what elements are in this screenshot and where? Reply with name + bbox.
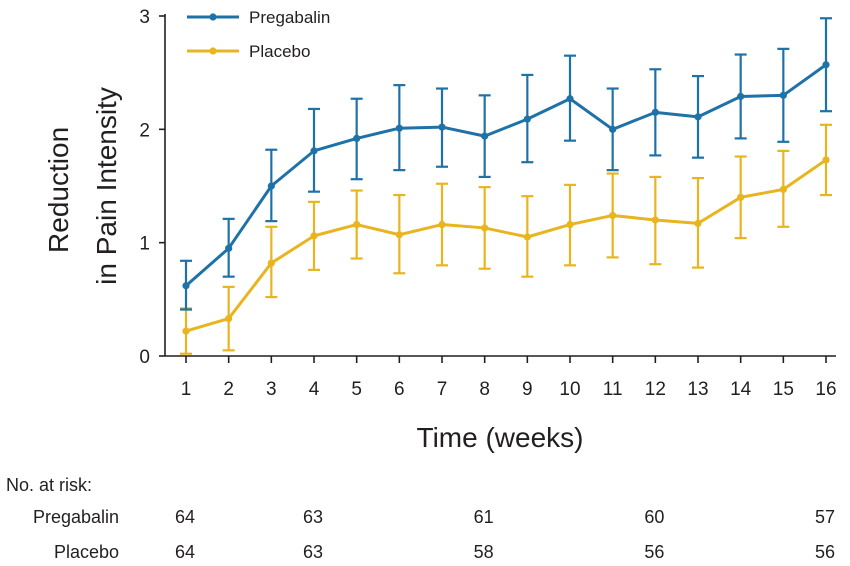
x-tick-label: 12 bbox=[645, 379, 666, 400]
data-point bbox=[779, 185, 787, 193]
data-point bbox=[395, 231, 403, 239]
y-ticks: 0 1 2 3 bbox=[139, 7, 165, 368]
at-risk-count: 64 bbox=[175, 507, 196, 527]
x-tick-label: 16 bbox=[815, 379, 836, 400]
x-tick-label: 7 bbox=[437, 379, 448, 400]
at-risk-row-label: Pregabalin bbox=[32, 507, 119, 527]
series-pregabalin bbox=[180, 17, 832, 311]
x-tick-label: 10 bbox=[559, 379, 580, 400]
legend: Pregabalin Placebo bbox=[187, 8, 330, 61]
series-line bbox=[185, 158, 827, 333]
data-point bbox=[737, 193, 745, 201]
data-point bbox=[353, 134, 361, 142]
at-risk-heading: No. at risk: bbox=[6, 475, 93, 495]
series-placebo bbox=[180, 123, 832, 355]
data-point bbox=[737, 92, 745, 101]
legend-swatch-marker bbox=[209, 47, 217, 55]
y-tick-label: 3 bbox=[139, 7, 150, 28]
data-point bbox=[438, 123, 446, 131]
data-point bbox=[481, 224, 489, 232]
x-tick-label: 6 bbox=[394, 379, 405, 400]
data-point bbox=[822, 156, 830, 164]
at-risk-count: 60 bbox=[644, 507, 665, 527]
legend-item-pregabalin: Pregabalin bbox=[187, 8, 330, 27]
data-point bbox=[267, 259, 275, 267]
axes bbox=[164, 14, 836, 357]
data-point bbox=[225, 315, 233, 323]
series-line bbox=[185, 63, 827, 287]
y-axis-title-line-1: Reduction bbox=[43, 127, 74, 253]
at-risk-count: 63 bbox=[303, 507, 324, 527]
x-tick-label: 13 bbox=[687, 379, 708, 400]
legend-swatch-marker bbox=[209, 13, 217, 21]
legend-item-placebo: Placebo bbox=[187, 42, 310, 61]
data-point bbox=[310, 232, 318, 240]
at-risk-count: 58 bbox=[473, 542, 494, 562]
x-tick-label: 15 bbox=[773, 379, 794, 400]
data-point bbox=[609, 211, 617, 220]
data-point bbox=[651, 216, 659, 224]
at-risk-count: 63 bbox=[303, 542, 324, 562]
x-tick-label: 5 bbox=[351, 379, 362, 400]
data-point bbox=[481, 132, 489, 140]
at-risk-count: 57 bbox=[815, 507, 836, 527]
series-layer bbox=[180, 17, 832, 355]
at-risk-count: 56 bbox=[644, 542, 665, 562]
y-tick-label: 0 bbox=[139, 347, 150, 368]
data-point bbox=[523, 115, 531, 123]
data-point bbox=[438, 220, 446, 229]
data-point bbox=[267, 182, 275, 190]
data-point bbox=[310, 147, 318, 155]
data-point bbox=[694, 113, 702, 121]
y-tick-label: 2 bbox=[139, 120, 150, 141]
at-risk-row-label: Placebo bbox=[53, 542, 119, 562]
y-axis-title: Reduction in Pain Intensity bbox=[43, 87, 122, 285]
legend-label: Placebo bbox=[249, 42, 310, 61]
data-point bbox=[225, 244, 233, 252]
x-axis-title: Time (weeks) bbox=[417, 422, 584, 453]
x-tick-label: 14 bbox=[730, 379, 752, 400]
data-point bbox=[182, 327, 190, 335]
x-tick-label: 8 bbox=[479, 379, 490, 400]
data-point bbox=[182, 282, 190, 290]
data-point bbox=[694, 219, 702, 227]
at-risk-count: 64 bbox=[175, 542, 196, 562]
at-risk-count: 61 bbox=[473, 507, 494, 527]
x-ticks: 1 2 3 4 5 6 7 8 9 10 11 12 13 14 15 16 bbox=[181, 356, 837, 400]
data-point bbox=[566, 220, 574, 229]
x-tick-label: 9 bbox=[522, 379, 533, 400]
data-point bbox=[353, 220, 361, 229]
x-tick-label: 4 bbox=[309, 379, 320, 400]
x-tick-label: 11 bbox=[603, 379, 623, 400]
at-risk-count: 56 bbox=[815, 542, 836, 562]
data-point bbox=[822, 61, 830, 69]
data-point bbox=[609, 125, 617, 133]
y-tick-label: 1 bbox=[139, 234, 150, 255]
data-point bbox=[779, 91, 787, 99]
x-tick-label: 1 bbox=[181, 379, 192, 400]
data-point bbox=[566, 95, 574, 103]
data-point bbox=[395, 124, 403, 132]
data-point bbox=[523, 233, 531, 241]
legend-label: Pregabalin bbox=[249, 8, 330, 27]
x-tick-label: 3 bbox=[266, 379, 277, 400]
x-tick-label: 2 bbox=[223, 379, 234, 400]
y-axis-title-line-2: in Pain Intensity bbox=[91, 87, 122, 285]
data-point bbox=[651, 108, 659, 116]
